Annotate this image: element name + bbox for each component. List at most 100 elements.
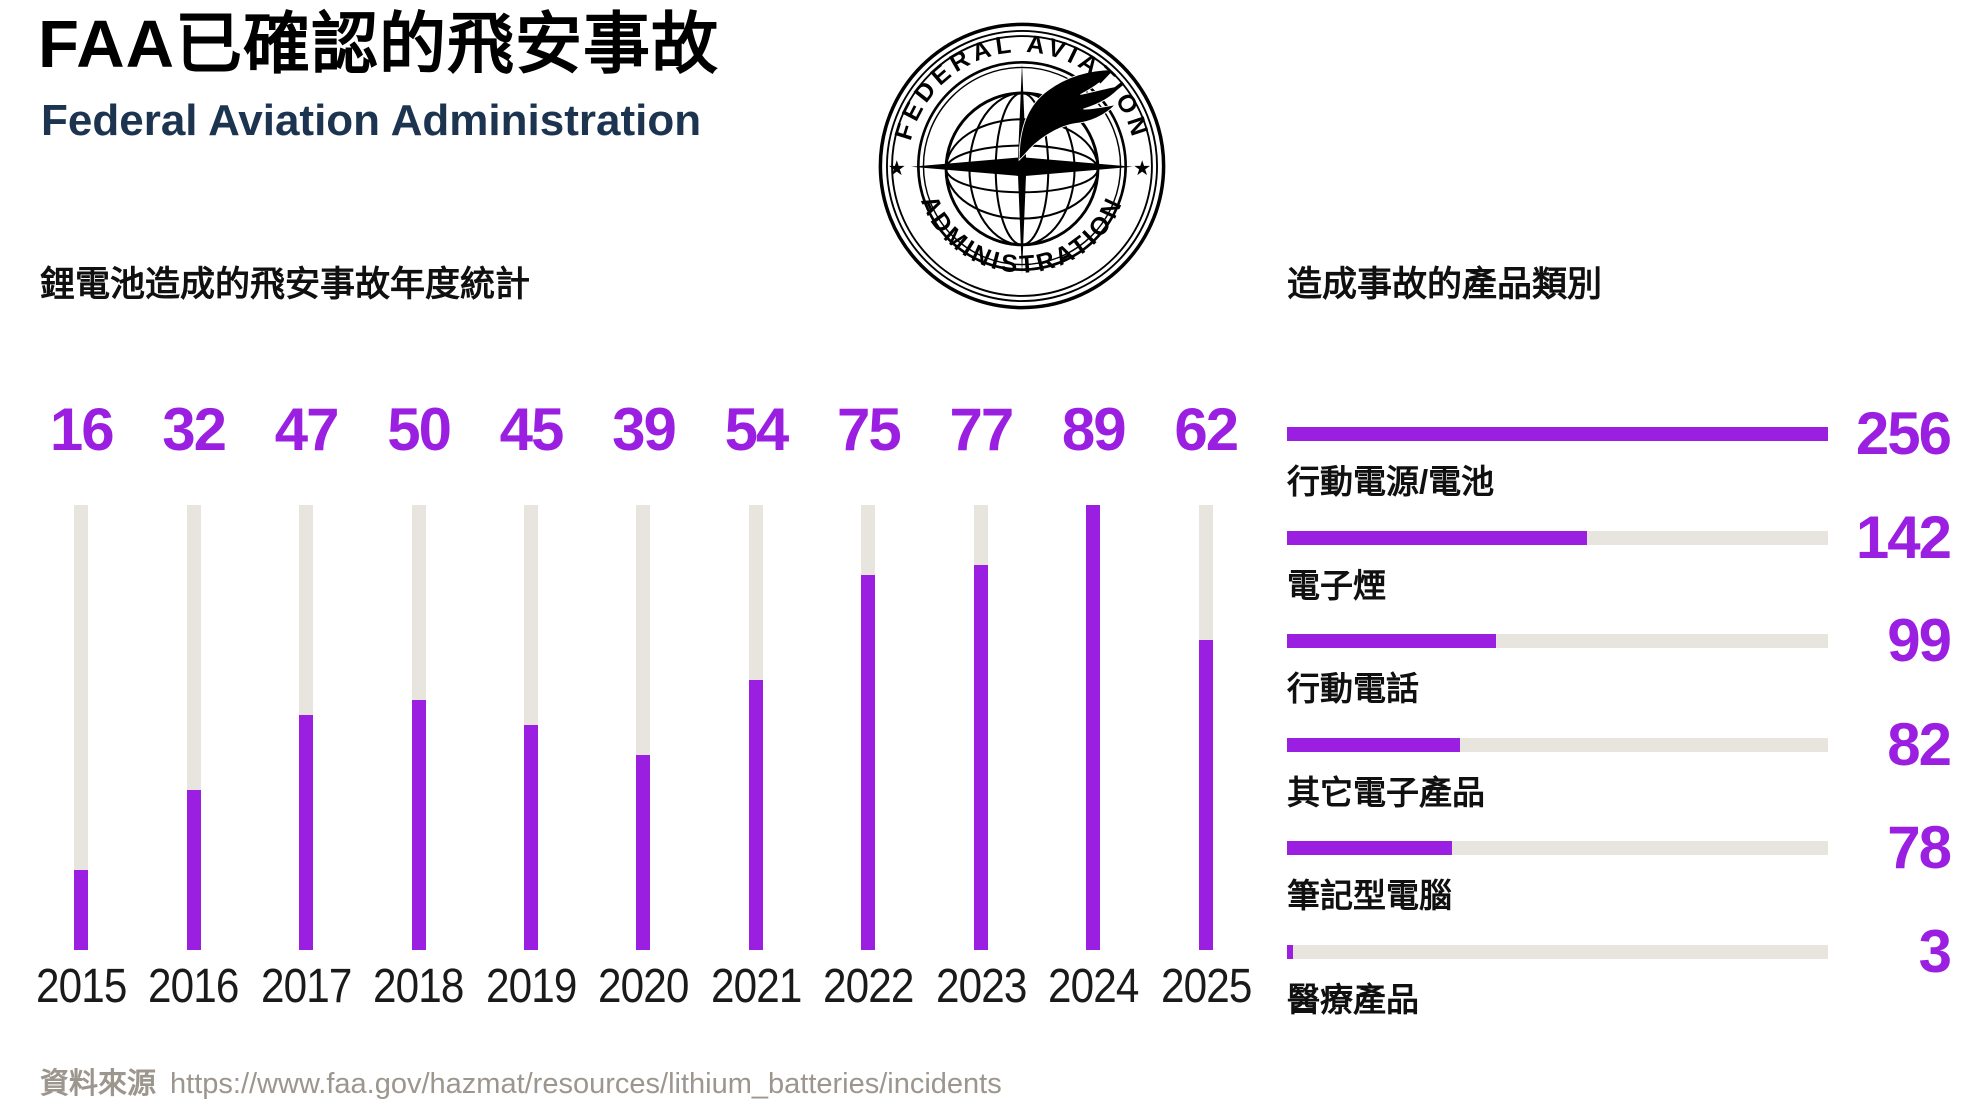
- year-bar-column: [1150, 505, 1262, 950]
- source-url: https://www.faa.gov/hazmat/resources/lit…: [170, 1068, 1002, 1100]
- year-bar-fill: [1086, 505, 1101, 950]
- category-row: 醫療產品 3: [1287, 918, 1952, 1027]
- category-value: 142: [1855, 503, 1952, 571]
- year-value: 16: [49, 396, 115, 463]
- category-bar-fill: [1287, 530, 1588, 545]
- category-row: 筆記型電腦 78: [1287, 814, 1952, 923]
- year-bar-fill: [411, 699, 426, 950]
- year-bar-track: [299, 505, 314, 950]
- category-row: 電子煙 142: [1287, 503, 1952, 613]
- year-value: 54: [724, 396, 790, 463]
- year-value: 32: [162, 396, 227, 463]
- year-value: 47: [274, 396, 340, 463]
- year-value: 77: [949, 396, 1014, 463]
- year-bar-track: [636, 505, 651, 950]
- year-bar-fill: [74, 869, 89, 950]
- year-bar-column: [587, 505, 699, 950]
- year-bar-track: [411, 505, 426, 950]
- category-row: 其它電子產品 82: [1287, 710, 1952, 820]
- year-bar-fill: [299, 715, 314, 950]
- year-bar-column: [1037, 505, 1149, 950]
- year-bar-column: [250, 505, 362, 950]
- year-bar-column: [475, 505, 587, 950]
- category-label: 行動電源/電池: [1287, 463, 1495, 500]
- year-bar-track: [186, 505, 201, 950]
- category-label: 筆記型電腦: [1287, 877, 1452, 915]
- category-row: 行動電源/電池 256: [1287, 400, 1952, 509]
- year-bar-column: [925, 505, 1037, 950]
- category-value: 82: [1887, 710, 1952, 778]
- year-bar-track: [748, 505, 763, 950]
- yearly-bars-row: [25, 505, 1262, 950]
- year-bar-track: [1198, 505, 1213, 950]
- year-bar-column: [812, 505, 924, 950]
- year-bar-fill: [186, 789, 201, 950]
- category-value: 99: [1887, 607, 1952, 675]
- seal-star-right: ★: [1133, 157, 1151, 180]
- yearly-years-row: 2015 2016 2017 2018 2019 2020 2021 2022 2023 2024…: [25, 963, 1262, 1011]
- category-chart-title: 造成事故的產品類別: [1287, 265, 1603, 304]
- year-label: 2025: [1160, 960, 1252, 1013]
- category-label: 行動電話: [1287, 670, 1419, 708]
- category-bar-track: [1287, 737, 1828, 752]
- year-bar-fill: [973, 565, 988, 950]
- yearly-chart-title: 鋰電池造成的飛安事故年度統計: [40, 265, 531, 304]
- category-bar-fill: [1287, 634, 1497, 649]
- year-bar-track: [861, 505, 876, 950]
- category-bar-track: [1287, 530, 1828, 545]
- year-bar-fill: [861, 574, 876, 950]
- source-label: 資料來源: [40, 1068, 157, 1100]
- seal-wing: [1018, 69, 1123, 162]
- year-bar-column: [700, 505, 812, 950]
- seal-star-left: ★: [888, 157, 906, 180]
- year-label: 2015: [35, 960, 127, 1013]
- year-bar-track: [973, 505, 988, 950]
- year-bar-column: [25, 505, 137, 950]
- year-value: 89: [1061, 396, 1127, 463]
- year-bar-track: [524, 505, 539, 950]
- seal-compass-horizontal: [911, 157, 1133, 177]
- year-value: 50: [387, 396, 452, 463]
- year-label: 2016: [148, 960, 239, 1013]
- year-bar-track: [1086, 505, 1101, 950]
- year-label: 2018: [373, 960, 464, 1013]
- year-value: 75: [837, 396, 902, 463]
- page-subtitle: Federal Aviation Administration: [41, 96, 702, 145]
- year-bar-fill: [636, 755, 651, 950]
- yearly-incidents-chart: 16 32 47 50 45 39 54 75 77 89 62 2015 2016 2017 2018 2…: [25, 400, 1262, 1011]
- category-bar-fill: [1287, 841, 1452, 856]
- category-row: 行動電話 99: [1287, 607, 1952, 716]
- source-line: 資料來源 https://www.faa.gov/hazmat/resources…: [40, 1060, 1002, 1102]
- year-label: 2023: [935, 960, 1027, 1013]
- year-label: 2020: [598, 960, 689, 1013]
- year-label: 2019: [485, 960, 577, 1013]
- category-bar-track: [1287, 427, 1828, 441]
- category-value: 78: [1887, 814, 1952, 882]
- year-value: 45: [499, 396, 565, 463]
- year-label: 2022: [823, 960, 914, 1013]
- year-bar-fill: [748, 679, 763, 950]
- faa-seal-logo: FEDERAL AVIATION ADMINISTRATION ★ ★: [878, 22, 1166, 310]
- category-label: 其它電子產品: [1287, 773, 1485, 811]
- year-bar-column: [137, 505, 249, 950]
- category-bar-fill: [1287, 427, 1828, 441]
- category-bar-fill: [1287, 945, 1294, 959]
- category-value: 3: [1918, 918, 1952, 985]
- category-label: 醫療產品: [1287, 981, 1419, 1018]
- year-bar-fill: [524, 724, 539, 950]
- yearly-values-row: 16 32 47 50 45 39 54 75 77 89 62: [25, 400, 1262, 460]
- category-value: 256: [1855, 400, 1952, 467]
- year-bar-fill: [1198, 639, 1213, 950]
- category-bar-track: [1287, 945, 1828, 959]
- category-incidents-chart: 行動電源/電池 256 電子煙 142 行動電話 99 其它電子產品 82 筆記型電腦 78 醫療產…: [1287, 400, 1952, 1045]
- category-bar-track: [1287, 634, 1828, 649]
- category-bar-track: [1287, 841, 1828, 856]
- year-label: 2021: [710, 960, 802, 1013]
- year-value: 39: [612, 396, 677, 463]
- year-bar-column: [362, 505, 474, 950]
- year-bar-track: [74, 505, 89, 950]
- category-label: 電子煙: [1287, 566, 1386, 604]
- year-value: 62: [1174, 396, 1239, 463]
- year-label: 2017: [260, 960, 352, 1013]
